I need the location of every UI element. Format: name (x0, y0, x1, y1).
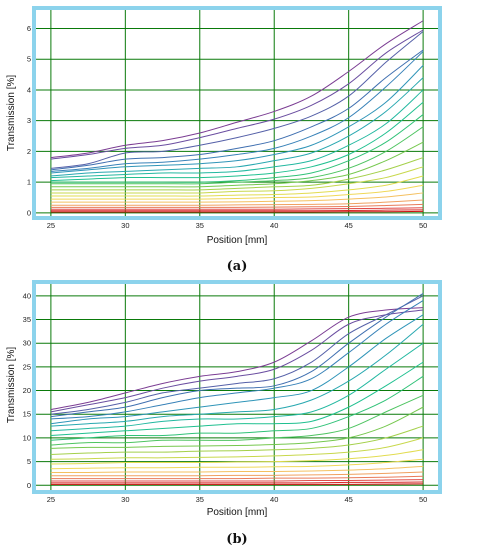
chart-b-series-4-line (50, 293, 424, 418)
chart-a-x-tick-label: 50 (419, 221, 427, 230)
chart-a-x-tick-label: 30 (121, 221, 129, 230)
chart-a-series-2-line (50, 29, 424, 160)
chart-a-y-axis-label: Transmission [%] (6, 75, 17, 152)
chart-b-series-21-line (50, 481, 424, 484)
chart-b-y-axis-label: Transmission [%] (6, 347, 17, 424)
chart-b-series-6-line (50, 314, 424, 425)
chart-a-series-3-line (50, 31, 424, 169)
chart-a-x-ticks: 25 30 35 40 45 50 (47, 221, 428, 230)
chart-a-series-10-line (50, 114, 424, 183)
chart-a-series-20-line (50, 207, 424, 210)
chart-a-grid (36, 10, 438, 216)
chart-b-series-17-line (50, 465, 424, 474)
chart-b-frame (32, 280, 442, 494)
chart-a-series-14-line (50, 166, 424, 194)
chart-b-y-tick-label: 0 (27, 481, 31, 490)
chart-b-series-3-line (50, 295, 424, 415)
chart-a-series-17-line (50, 192, 424, 203)
chart-b-y-tick-label: 20 (23, 386, 31, 395)
chart-a-series-9-line (50, 101, 424, 182)
chart-a-series-6-line (50, 64, 424, 174)
chart-a-x-tick-label: 25 (47, 221, 55, 230)
chart-b-series-13-line (50, 425, 424, 455)
chart-a-y-tick-label: 6 (27, 24, 31, 33)
chart-b-series-19-line (50, 475, 424, 480)
chart-a-y-tick-label: 1 (27, 178, 31, 187)
chart-b-x-tick-label: 25 (47, 495, 55, 504)
chart-a-series-group (50, 20, 424, 213)
chart-b-series-7-line (50, 323, 424, 427)
chart-b-x-tick-label: 35 (196, 495, 204, 504)
chart-a-series-12-line (50, 141, 424, 188)
chart-b-series-8-line (50, 342, 424, 432)
chart-a-panel-label: (a) (227, 259, 248, 274)
chart-a-series-15-line (50, 175, 424, 197)
chart-b-panel-label: (b) (226, 532, 247, 547)
chart-a-y-tick-label: 5 (27, 55, 31, 64)
chart-b-y-tick-label: 10 (23, 433, 31, 442)
chart-b-series-9-line (50, 361, 424, 437)
chart-b-series-2-line (50, 309, 424, 413)
chart-b-x-tick-label: 40 (270, 495, 278, 504)
chart-a-series-22-line (50, 210, 424, 213)
chart-a-series-5-line (50, 51, 424, 172)
chart-b-series-5-line (50, 300, 424, 420)
chart-b-series-10-line (50, 375, 424, 441)
chart-b-series-18-line (50, 471, 424, 477)
chart-a-series-19-line (50, 203, 424, 208)
chart-a-series-11-line (50, 126, 424, 185)
chart-a-x-tick-label: 35 (196, 221, 204, 230)
chart-a-frame (32, 6, 442, 220)
chart-a-series-1-line (50, 20, 424, 159)
chart-b-series-1-line (50, 307, 424, 410)
chart-b: 25 30 35 40 45 50 0 5 10 15 20 25 30 35 40 Position [… (6, 280, 442, 547)
chart-a-x-tick-label: 40 (270, 221, 278, 230)
chart-a-series-18-line (50, 199, 424, 206)
chart-b-x-ticks: 25 30 35 40 45 50 (47, 495, 428, 504)
chart-a-series-7-line (50, 77, 424, 177)
chart-b-y-tick-label: 25 (23, 362, 31, 371)
chart-a-series-16-line (50, 184, 424, 200)
chart-b-y-tick-label: 35 (23, 315, 31, 324)
chart-b-series-11-line (50, 394, 424, 446)
chart-b-x-tick-label: 30 (121, 495, 129, 504)
chart-b-x-axis-label: Position [mm] (207, 507, 268, 518)
chart-a-y-tick-label: 3 (27, 116, 31, 125)
chart-a-y-ticks: 0 1 2 3 4 5 6 (27, 24, 31, 217)
chart-b-series-12-line (50, 406, 424, 449)
chart-b-series-16-line (50, 458, 424, 470)
chart-b-x-tick-label: 50 (419, 495, 427, 504)
chart-a-x-tick-label: 45 (344, 221, 352, 230)
chart-a-y-tick-label: 2 (27, 147, 31, 156)
chart-a-y-tick-label: 0 (27, 208, 31, 217)
chart-a-x-axis-label: Position [mm] (207, 235, 268, 246)
chart-b-y-tick-label: 40 (23, 291, 31, 300)
chart-a-series-4-line (50, 49, 424, 171)
chart-b-y-ticks: 0 5 10 15 20 25 30 35 40 (23, 291, 31, 489)
chart-b-y-tick-label: 5 (27, 457, 31, 466)
chart-b-series-20-line (50, 479, 424, 482)
chart-b-series-15-line (50, 449, 424, 465)
chart-b-x-tick-label: 45 (344, 495, 352, 504)
chart-a-series-8-line (50, 89, 424, 179)
chart-a-series-21-line (50, 209, 424, 212)
chart-b-y-tick-label: 15 (23, 410, 31, 419)
chart-b-y-tick-label: 30 (23, 339, 31, 348)
chart-a-series-13-line (50, 157, 424, 191)
chart-a-y-tick-label: 4 (27, 85, 31, 94)
chart-b-series-14-line (50, 437, 424, 460)
chart-b-series-group (50, 293, 424, 485)
